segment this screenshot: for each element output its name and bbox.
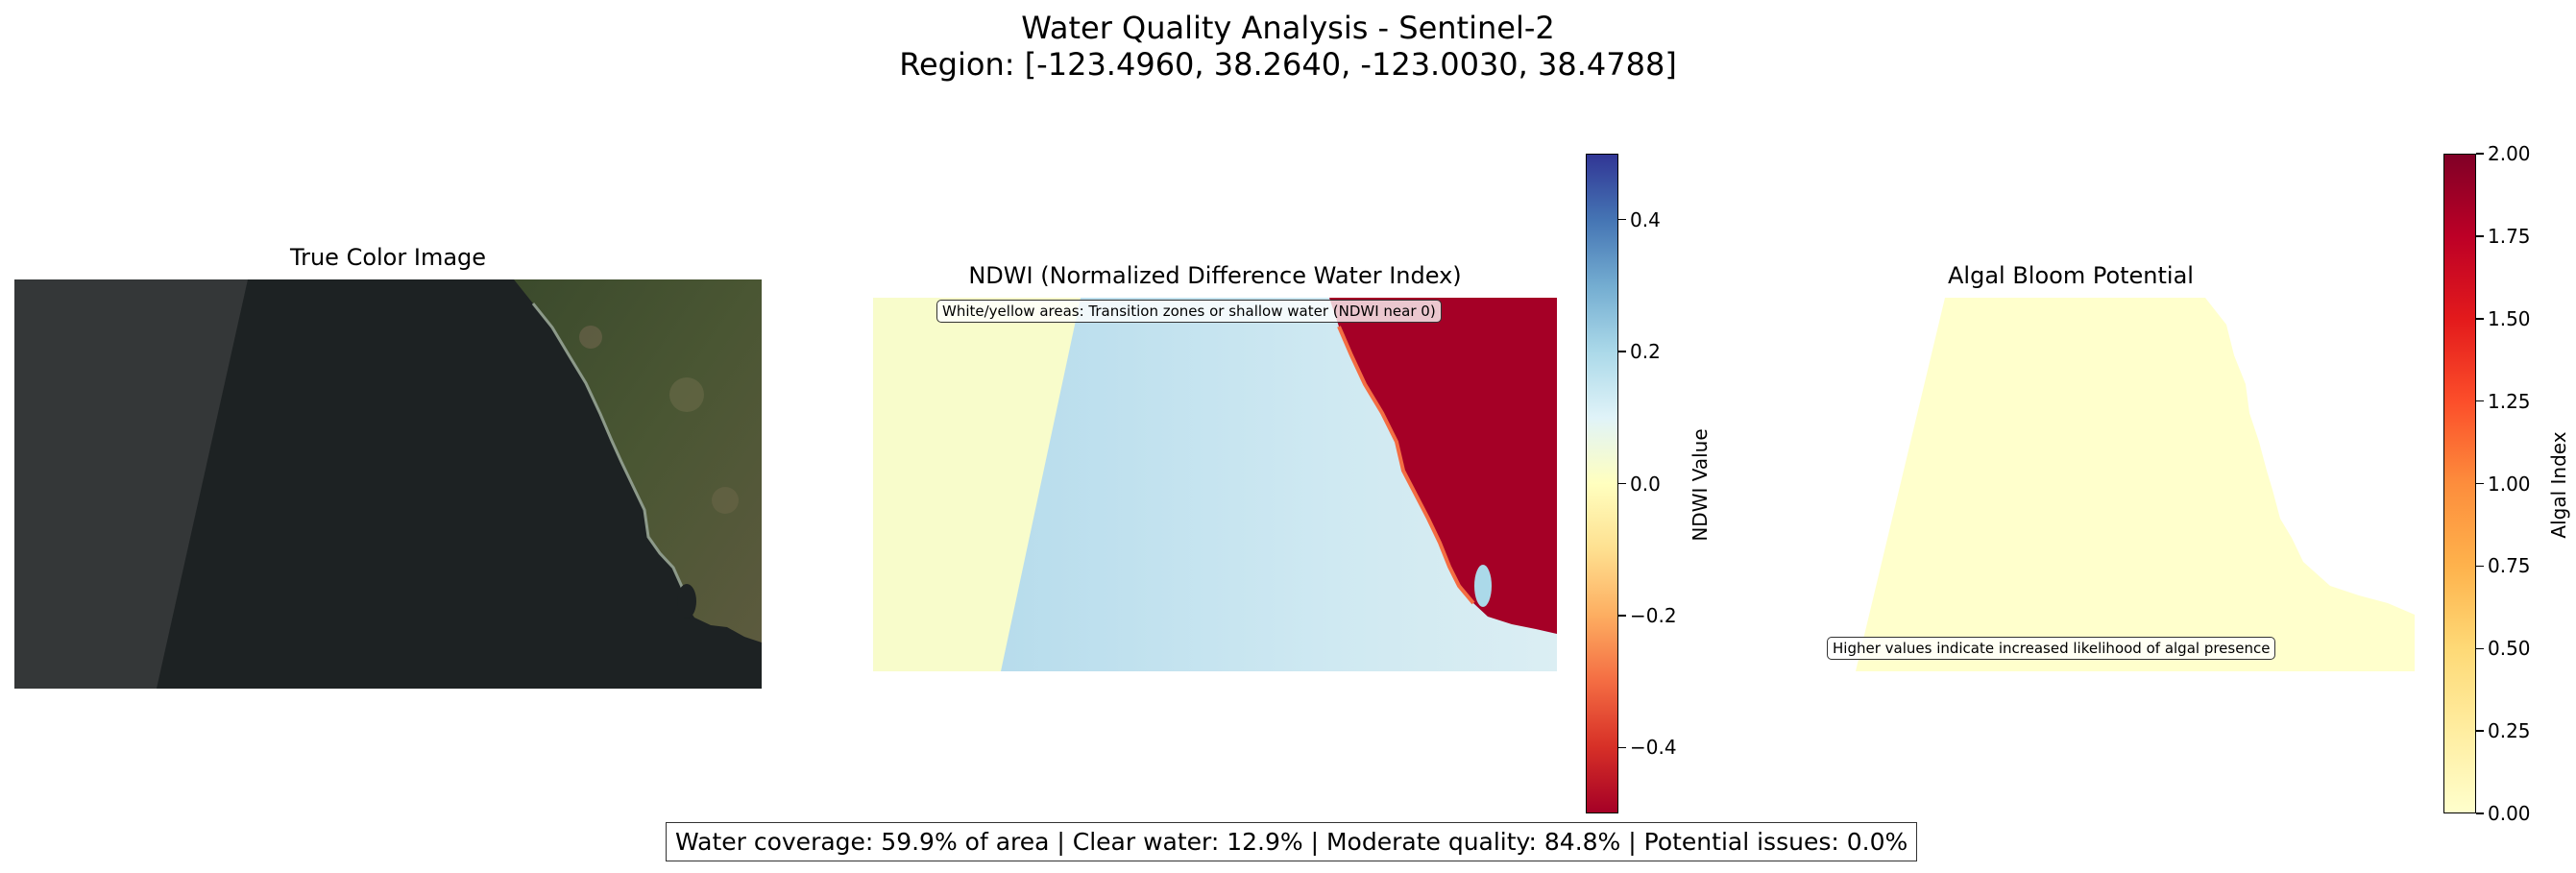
colorbar-tick-mark [2476,730,2484,732]
algal-map [1811,298,2417,671]
ndwi-title: NDWI (Normalized Difference Water Index) [968,262,1462,289]
colorbar-tick-label: 1.00 [2488,472,2531,496]
ndwi-map [873,298,1557,671]
colorbar-tick-label: 0.25 [2488,719,2531,743]
algal-index-area [1856,298,2415,671]
colorbar-tick-label: 1.25 [2488,389,2531,413]
colorbar-tick-mark [1618,351,1626,352]
ndwi-colorbar [1586,154,1618,813]
figure-subtitle: Region: [-123.4960, 38.2640, -123.0030, … [899,46,1677,83]
colorbar-tick-mark [2476,400,2484,402]
true-color-image [14,279,762,689]
true-color-title: True Color Image [289,244,487,271]
algal-svg [1856,298,2415,671]
colorbar-tick-mark [2476,153,2484,155]
algal-annotation: Higher values indicate increased likelih… [1827,637,2276,660]
colorbar-tick-label: 0.0 [1630,472,1661,496]
algal-colorbar-label: Algal Index [2547,431,2570,539]
colorbar-tick-label: 1.75 [2488,224,2531,248]
colorbar-tick-label: 0.50 [2488,637,2531,661]
coastline-land [514,279,762,643]
colorbar-tick-mark [2476,565,2484,568]
land-patch [712,487,739,514]
colorbar-tick-label: 1.50 [2488,306,2531,330]
colorbar-tick-mark [1618,615,1626,617]
colorbar-tick-mark [1618,746,1626,749]
colorbar-tick-label: 0.2 [1630,340,1661,364]
ndwi-land [1329,298,1557,634]
ndwi-annotation: White/yellow areas: Transition zones or … [936,300,1442,323]
colorbar-tick-label: 0.75 [2488,554,2531,578]
ndwi-svg [873,298,1557,671]
bay-inlet [677,584,696,618]
land-patch [669,377,704,412]
colorbar-tick-mark [1618,482,1626,485]
algal-title: Algal Bloom Potential [1948,262,2194,289]
ndwi-bay [1474,565,1492,607]
colorbar-tick-mark [2476,647,2484,649]
colorbar-tick-label: 2.00 [2488,142,2531,165]
colorbar-tick-mark [2476,318,2484,320]
summary-stats-box: Water coverage: 59.9% of area | Clear wa… [666,822,1918,861]
colorbar-tick-label: −0.2 [1630,603,1677,627]
ocean-haze-strip [14,279,248,689]
figure-title: Water Quality Analysis - Sentinel-2 [1021,10,1555,46]
colorbar-tick-label: 0.00 [2488,802,2531,825]
ndwi-colorbar-label: NDWI Value [1689,428,1712,542]
land-patch [579,326,602,349]
surf-line [531,303,689,607]
colorbar-tick-mark [2476,235,2484,237]
colorbar-tick-mark [2476,812,2484,814]
ndwi-shore-transition [1337,326,1475,605]
colorbar-tick-mark [1618,218,1626,221]
colorbar-tick-label: −0.4 [1630,736,1677,760]
colorbar-tick-mark [2476,482,2484,485]
true-color-svg [14,279,762,689]
algal-colorbar [2443,154,2476,813]
colorbar-tick-label: 0.4 [1630,207,1661,231]
